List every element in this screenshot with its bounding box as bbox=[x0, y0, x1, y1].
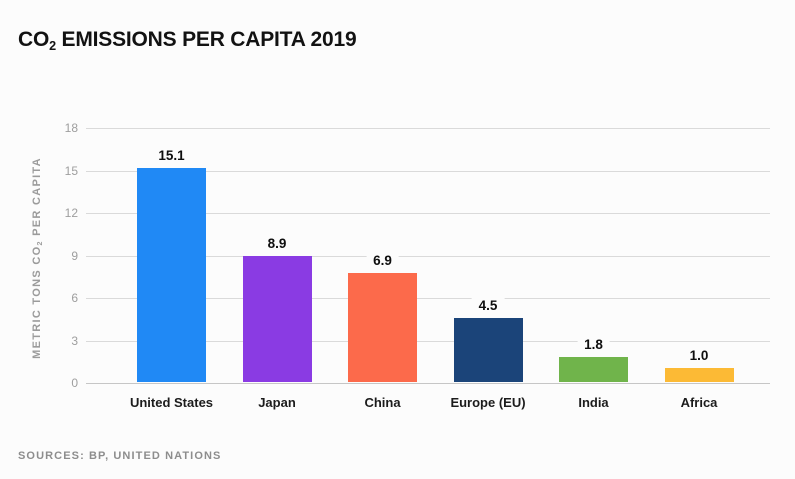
chart-title-text-rest: EMISSIONS PER CAPITA 2019 bbox=[55, 28, 357, 51]
bar-value-label: 8.9 bbox=[260, 234, 294, 252]
y-tick-label-9: 9 bbox=[71, 248, 78, 263]
gridline-6 bbox=[86, 298, 770, 299]
y-tick-label-0: 0 bbox=[71, 376, 78, 390]
bar-category-label: Japan bbox=[258, 395, 296, 410]
y-axis-ticks: 0 3 6 9 12 15 18 bbox=[0, 121, 78, 390]
bar: 4.5 bbox=[453, 297, 523, 382]
bar: 15.1 bbox=[137, 147, 206, 382]
gridline-3 bbox=[86, 340, 770, 342]
y-tick-label-15: 15 bbox=[64, 163, 78, 178]
bar: 1.8 bbox=[559, 335, 628, 382]
chart-title: CO2 EMISSIONS PER CAPITA 2019 bbox=[18, 28, 357, 54]
gridline-12 bbox=[86, 213, 770, 214]
bar-value-label: 15.1 bbox=[151, 147, 192, 165]
bar-value-label: 6.9 bbox=[366, 251, 399, 269]
bar-category-label: India bbox=[578, 395, 609, 410]
gridline-9 bbox=[86, 255, 770, 257]
y-tick-label-18: 18 bbox=[64, 121, 78, 135]
bar: 6.9 bbox=[348, 251, 417, 382]
chart-title-text: CO bbox=[18, 28, 50, 51]
bar: 8.9 bbox=[242, 234, 312, 382]
gridline-15 bbox=[86, 170, 770, 172]
y-tick-label-12: 12 bbox=[64, 206, 78, 220]
bar-category-label: Africa bbox=[680, 395, 718, 410]
chart-title-subscript: 2 bbox=[49, 39, 56, 54]
gridline-18 bbox=[86, 128, 770, 129]
bar-value-label: 1.8 bbox=[577, 335, 610, 353]
bar-category-label: United States bbox=[129, 395, 214, 410]
bar: 1.0 bbox=[664, 346, 734, 382]
y-tick-label-3: 3 bbox=[71, 333, 78, 348]
y-tick-label-6: 6 bbox=[71, 291, 78, 305]
gridline-0 bbox=[86, 383, 770, 384]
bar-category-label: China bbox=[364, 395, 401, 410]
bar-value-label: 4.5 bbox=[471, 297, 505, 315]
bar-category-label: Europe (EU) bbox=[450, 395, 526, 410]
sources-note: SOURCES: BP, UNITED NATIONS bbox=[18, 450, 222, 462]
bar-value-label: 1.0 bbox=[682, 346, 716, 364]
plot-area: 15.1 United States 8.9 Japan 6.9 China 4.5 Euro… bbox=[86, 128, 770, 410]
